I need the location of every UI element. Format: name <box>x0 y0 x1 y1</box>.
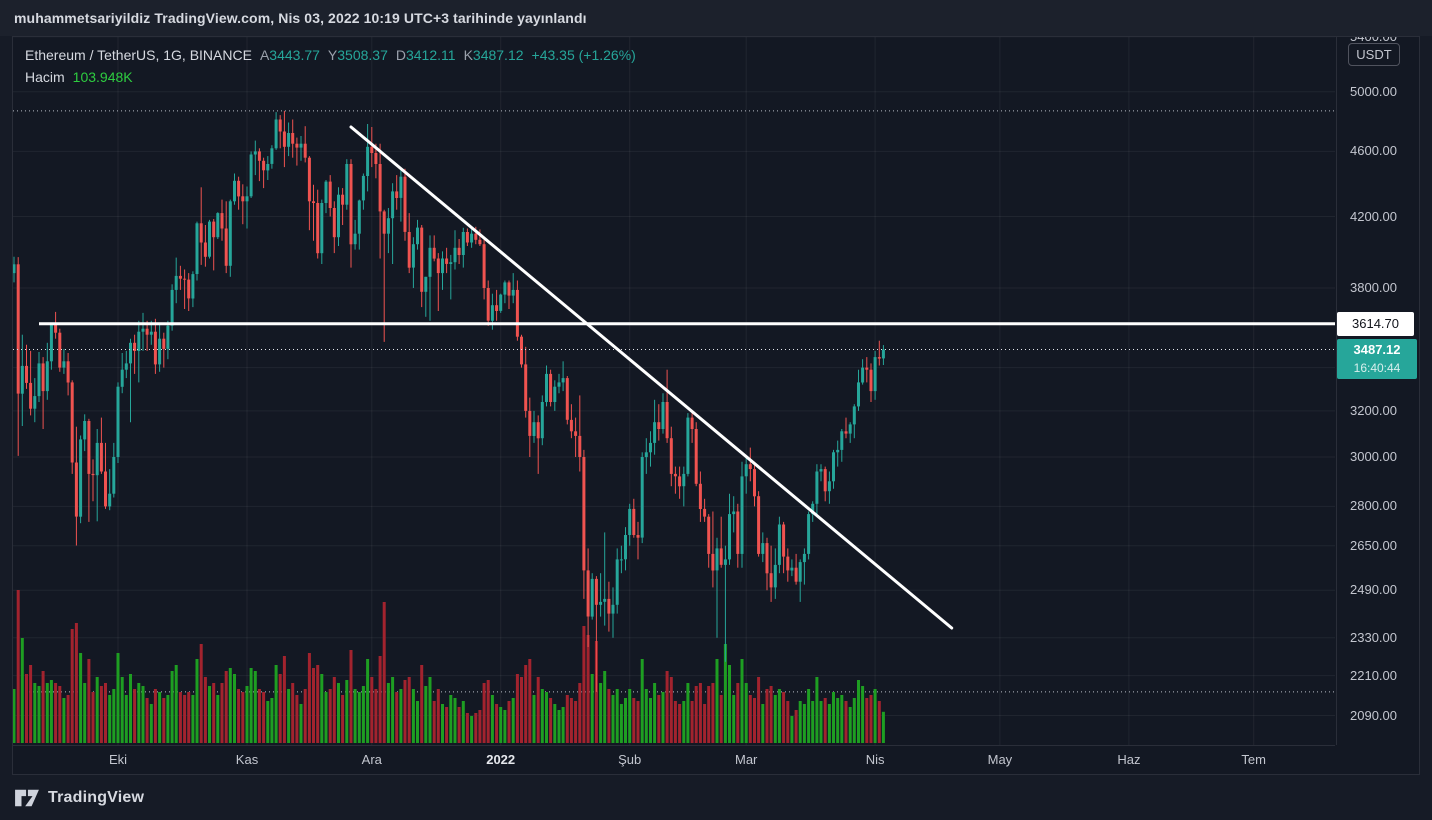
time-axis-label: Tem <box>1241 752 1266 767</box>
price-axis-label: 3200.00 <box>1350 402 1397 418</box>
price-axis-label: 2210.00 <box>1350 667 1397 683</box>
time-axis-label: Eki <box>108 752 128 767</box>
candlestick-chart[interactable] <box>13 37 1335 745</box>
ohlc-values: A3443.77 Y3508.37 D3412.11 K3487.12 <box>252 47 524 64</box>
line-price-tag: 3614.70 <box>1337 311 1414 336</box>
change-value: +43.35 (+1.26%) <box>531 47 636 63</box>
time-axis-label: Haz <box>1117 752 1141 767</box>
ohlc-value: 3412.11 <box>405 47 456 63</box>
time-axis-label: 2022 <box>486 752 516 767</box>
attribution-text: muhammetsariyildiz TradingView.com, Nis … <box>14 10 587 26</box>
price-axis-label: 2490.00 <box>1350 582 1397 598</box>
price-axis-label: 2800.00 <box>1350 498 1397 514</box>
time-axis-label: Kas <box>235 752 259 767</box>
line-price-tag-value: 3614.70 <box>1352 315 1399 331</box>
ohlc-value: 3443.77 <box>269 47 320 63</box>
volume-layer <box>13 590 885 743</box>
ohlc-label: Y <box>327 47 338 63</box>
price-axis-label: 2650.00 <box>1350 537 1397 553</box>
ohlc-label: K <box>463 47 473 63</box>
price-axis-label: 4200.00 <box>1350 208 1397 224</box>
attribution-bar: muhammetsariyildiz TradingView.com, Nis … <box>0 0 1432 36</box>
currency-badge: USDT <box>1348 43 1400 66</box>
time-axis-label: Ara <box>361 752 382 767</box>
ohlc-value: 3487.12 <box>472 47 524 63</box>
price-axis-label: 2330.00 <box>1350 629 1397 645</box>
bar-countdown: 16:40:44 <box>1353 360 1401 375</box>
price-axis-label: 5000.00 <box>1350 83 1397 99</box>
price-axis-label: 3000.00 <box>1350 449 1397 464</box>
tradingview-brand-text: TradingView <box>48 788 145 806</box>
time-axis-label: Şub <box>618 752 642 767</box>
time-axis[interactable]: Eki Kas Ara 2022 Şub Mar Nis May Haz Tem <box>13 745 1335 776</box>
symbol-title: Ethereum / TetherUS, 1G, BINANCE <box>25 47 252 63</box>
tradingview-logo-icon <box>15 789 39 806</box>
ohlc-label: D <box>395 47 406 63</box>
price-axis-label: 3800.00 <box>1350 280 1397 295</box>
volume-label: Hacim <box>25 69 65 85</box>
price-pane[interactable]: Ethereum / TetherUS, 1G, BINANCE A3443.77… <box>13 37 1335 745</box>
price-axis-label: 4600.00 <box>1350 143 1397 159</box>
tradingview-link[interactable]: TradingView <box>14 787 144 809</box>
ohlc-label: A <box>259 47 270 63</box>
trendline-drawing[interactable] <box>349 125 954 630</box>
volume-value: 103.948K <box>72 69 133 85</box>
ohlc-value: 3508.37 <box>337 47 388 63</box>
price-axis-label: 2090.00 <box>1350 707 1397 723</box>
time-axis-label: May <box>987 752 1013 767</box>
price-axis-label: 5400.00 <box>1350 37 1397 46</box>
time-axis-label: Mar <box>734 752 758 767</box>
chart-legend: Ethereum / TetherUS, 1G, BINANCE A3443.77… <box>25 45 636 88</box>
last-price-value: 3487.12 <box>1353 341 1401 357</box>
footer-bar: TradingView <box>0 775 1432 820</box>
chart-widget: Ethereum / TetherUS, 1G, BINANCE A3443.77… <box>12 36 1420 775</box>
candlestick-layer <box>13 110 885 692</box>
last-price-tag: 3487.12 16:40:44 <box>1337 338 1417 379</box>
price-axis[interactable]: USDT 5400.00 5000.00 4600.00 4200.00 3800.00… <box>1336 37 1422 745</box>
time-axis-label: Nis <box>865 752 885 767</box>
